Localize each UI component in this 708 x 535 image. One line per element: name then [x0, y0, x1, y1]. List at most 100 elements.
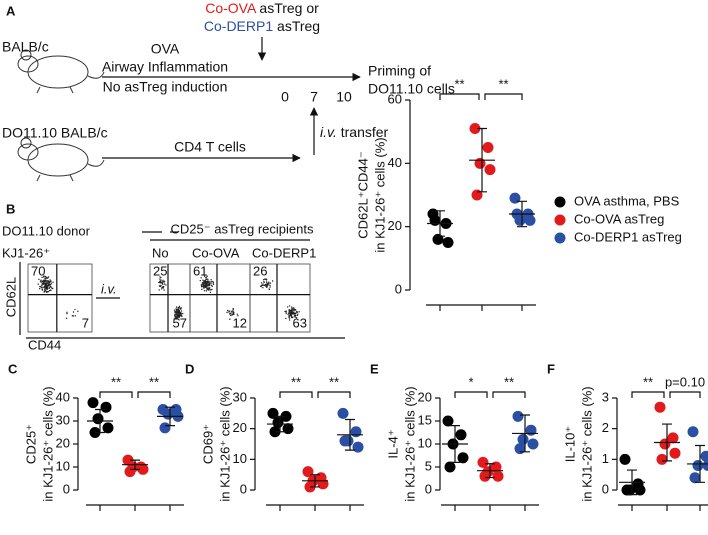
flow-event: [41, 284, 43, 287]
flow-event: [43, 275, 45, 278]
data-point: [621, 484, 633, 496]
y-axis-label: in KJ1-26⁺ cells (%): [579, 386, 594, 501]
y-tick-label: 20: [56, 435, 70, 450]
flow-event: [160, 279, 162, 281]
y-tick-label: 15: [418, 412, 432, 427]
flow-event: [296, 314, 299, 317]
flow-event: [159, 278, 161, 280]
flow-event: [178, 310, 181, 312]
flow-event: [262, 278, 265, 281]
flow-event: [44, 288, 46, 291]
significance-label: **: [291, 374, 301, 389]
induction-label: OVA: [151, 41, 180, 57]
flow-event: [203, 287, 205, 289]
flow-event: [163, 289, 165, 291]
flow-event: [232, 311, 235, 313]
panel-label: C: [8, 361, 18, 376]
data-point: [482, 142, 494, 153]
legend-label: OVA asthma, PBS: [574, 193, 680, 208]
y-axis-label: in KJ1-26⁺ cells (%): [402, 386, 417, 501]
flow-event: [47, 284, 50, 287]
flow-event: [204, 284, 206, 287]
quadrant-value: 25: [153, 263, 167, 278]
flow-event: [212, 282, 214, 284]
flow-event: [212, 283, 215, 286]
data-point: [92, 413, 104, 425]
significance-label: **: [329, 374, 339, 389]
data-point: [102, 422, 114, 434]
flow-event: [227, 309, 229, 312]
significance-bracket: [439, 93, 480, 100]
flow-event: [158, 285, 161, 287]
significance-label: **: [504, 374, 514, 389]
data-point: [455, 429, 467, 441]
flow-event: [50, 282, 53, 285]
flow-event: [293, 314, 296, 316]
y-tick-label: 40: [388, 155, 402, 170]
recipients-label: CD25⁻ asTreg recipients: [171, 221, 314, 236]
mouse-icon: [17, 137, 105, 182]
flow-event: [210, 279, 212, 281]
flow-event: [173, 309, 176, 311]
mouse-label: BALB/c: [2, 39, 49, 55]
significance-label: **: [149, 374, 159, 389]
data-point: [339, 435, 351, 447]
flow-event: [201, 281, 204, 284]
significance-label: **: [643, 374, 653, 389]
error-bar: [95, 408, 105, 434]
flow-event: [288, 319, 291, 321]
y-tick-label: 0: [63, 481, 70, 496]
flow-event: [174, 315, 176, 317]
flow-event: [202, 279, 204, 281]
flow-event: [47, 280, 49, 282]
quadrant-value: 12: [233, 315, 247, 330]
flow-event: [39, 280, 42, 282]
error-bar: [662, 423, 672, 462]
route-label: i.v.: [101, 281, 117, 296]
y-tick-label: 0: [240, 481, 247, 496]
flow-event: [212, 281, 215, 283]
flow-event: [293, 313, 295, 315]
flow-event: [203, 280, 205, 282]
flow-event: [260, 285, 262, 288]
flow-event: [180, 310, 183, 312]
panel-label: A: [6, 3, 16, 18]
data-point: [692, 459, 704, 471]
flow-event: [175, 306, 178, 308]
y-tick-label: 60: [388, 91, 402, 106]
error-bar: [695, 444, 705, 483]
flow-event: [228, 311, 230, 313]
flow-event: [265, 280, 268, 282]
flow-event: [44, 290, 47, 292]
y-tick-label: 10: [233, 451, 247, 466]
flow-event: [49, 279, 51, 281]
flow-event: [177, 314, 180, 317]
data-point: [492, 470, 504, 482]
flow-event: [262, 287, 264, 289]
flow-event: [46, 284, 48, 287]
flow-event: [262, 283, 264, 285]
flow-event: [47, 291, 49, 293]
flow-event: [289, 311, 291, 314]
data-point: [479, 470, 491, 482]
flow-event: [50, 283, 52, 286]
flow-event: [201, 288, 203, 291]
data-point: [124, 466, 136, 478]
flow-event: [38, 278, 40, 281]
flow-event: [41, 276, 43, 279]
flow-event: [261, 284, 263, 286]
data-point: [87, 397, 99, 409]
quadrant-value: 70: [31, 263, 45, 278]
flow-event: [178, 316, 180, 319]
data-point: [484, 164, 496, 176]
data-point: [282, 423, 294, 435]
flow-event: [162, 283, 164, 286]
flow-event: [46, 280, 48, 282]
flow-event: [298, 311, 300, 313]
flow-event: [182, 312, 184, 315]
flow-event: [206, 287, 208, 289]
flow-event: [204, 280, 206, 283]
flow-event: [288, 312, 290, 315]
flow-event: [236, 313, 238, 315]
